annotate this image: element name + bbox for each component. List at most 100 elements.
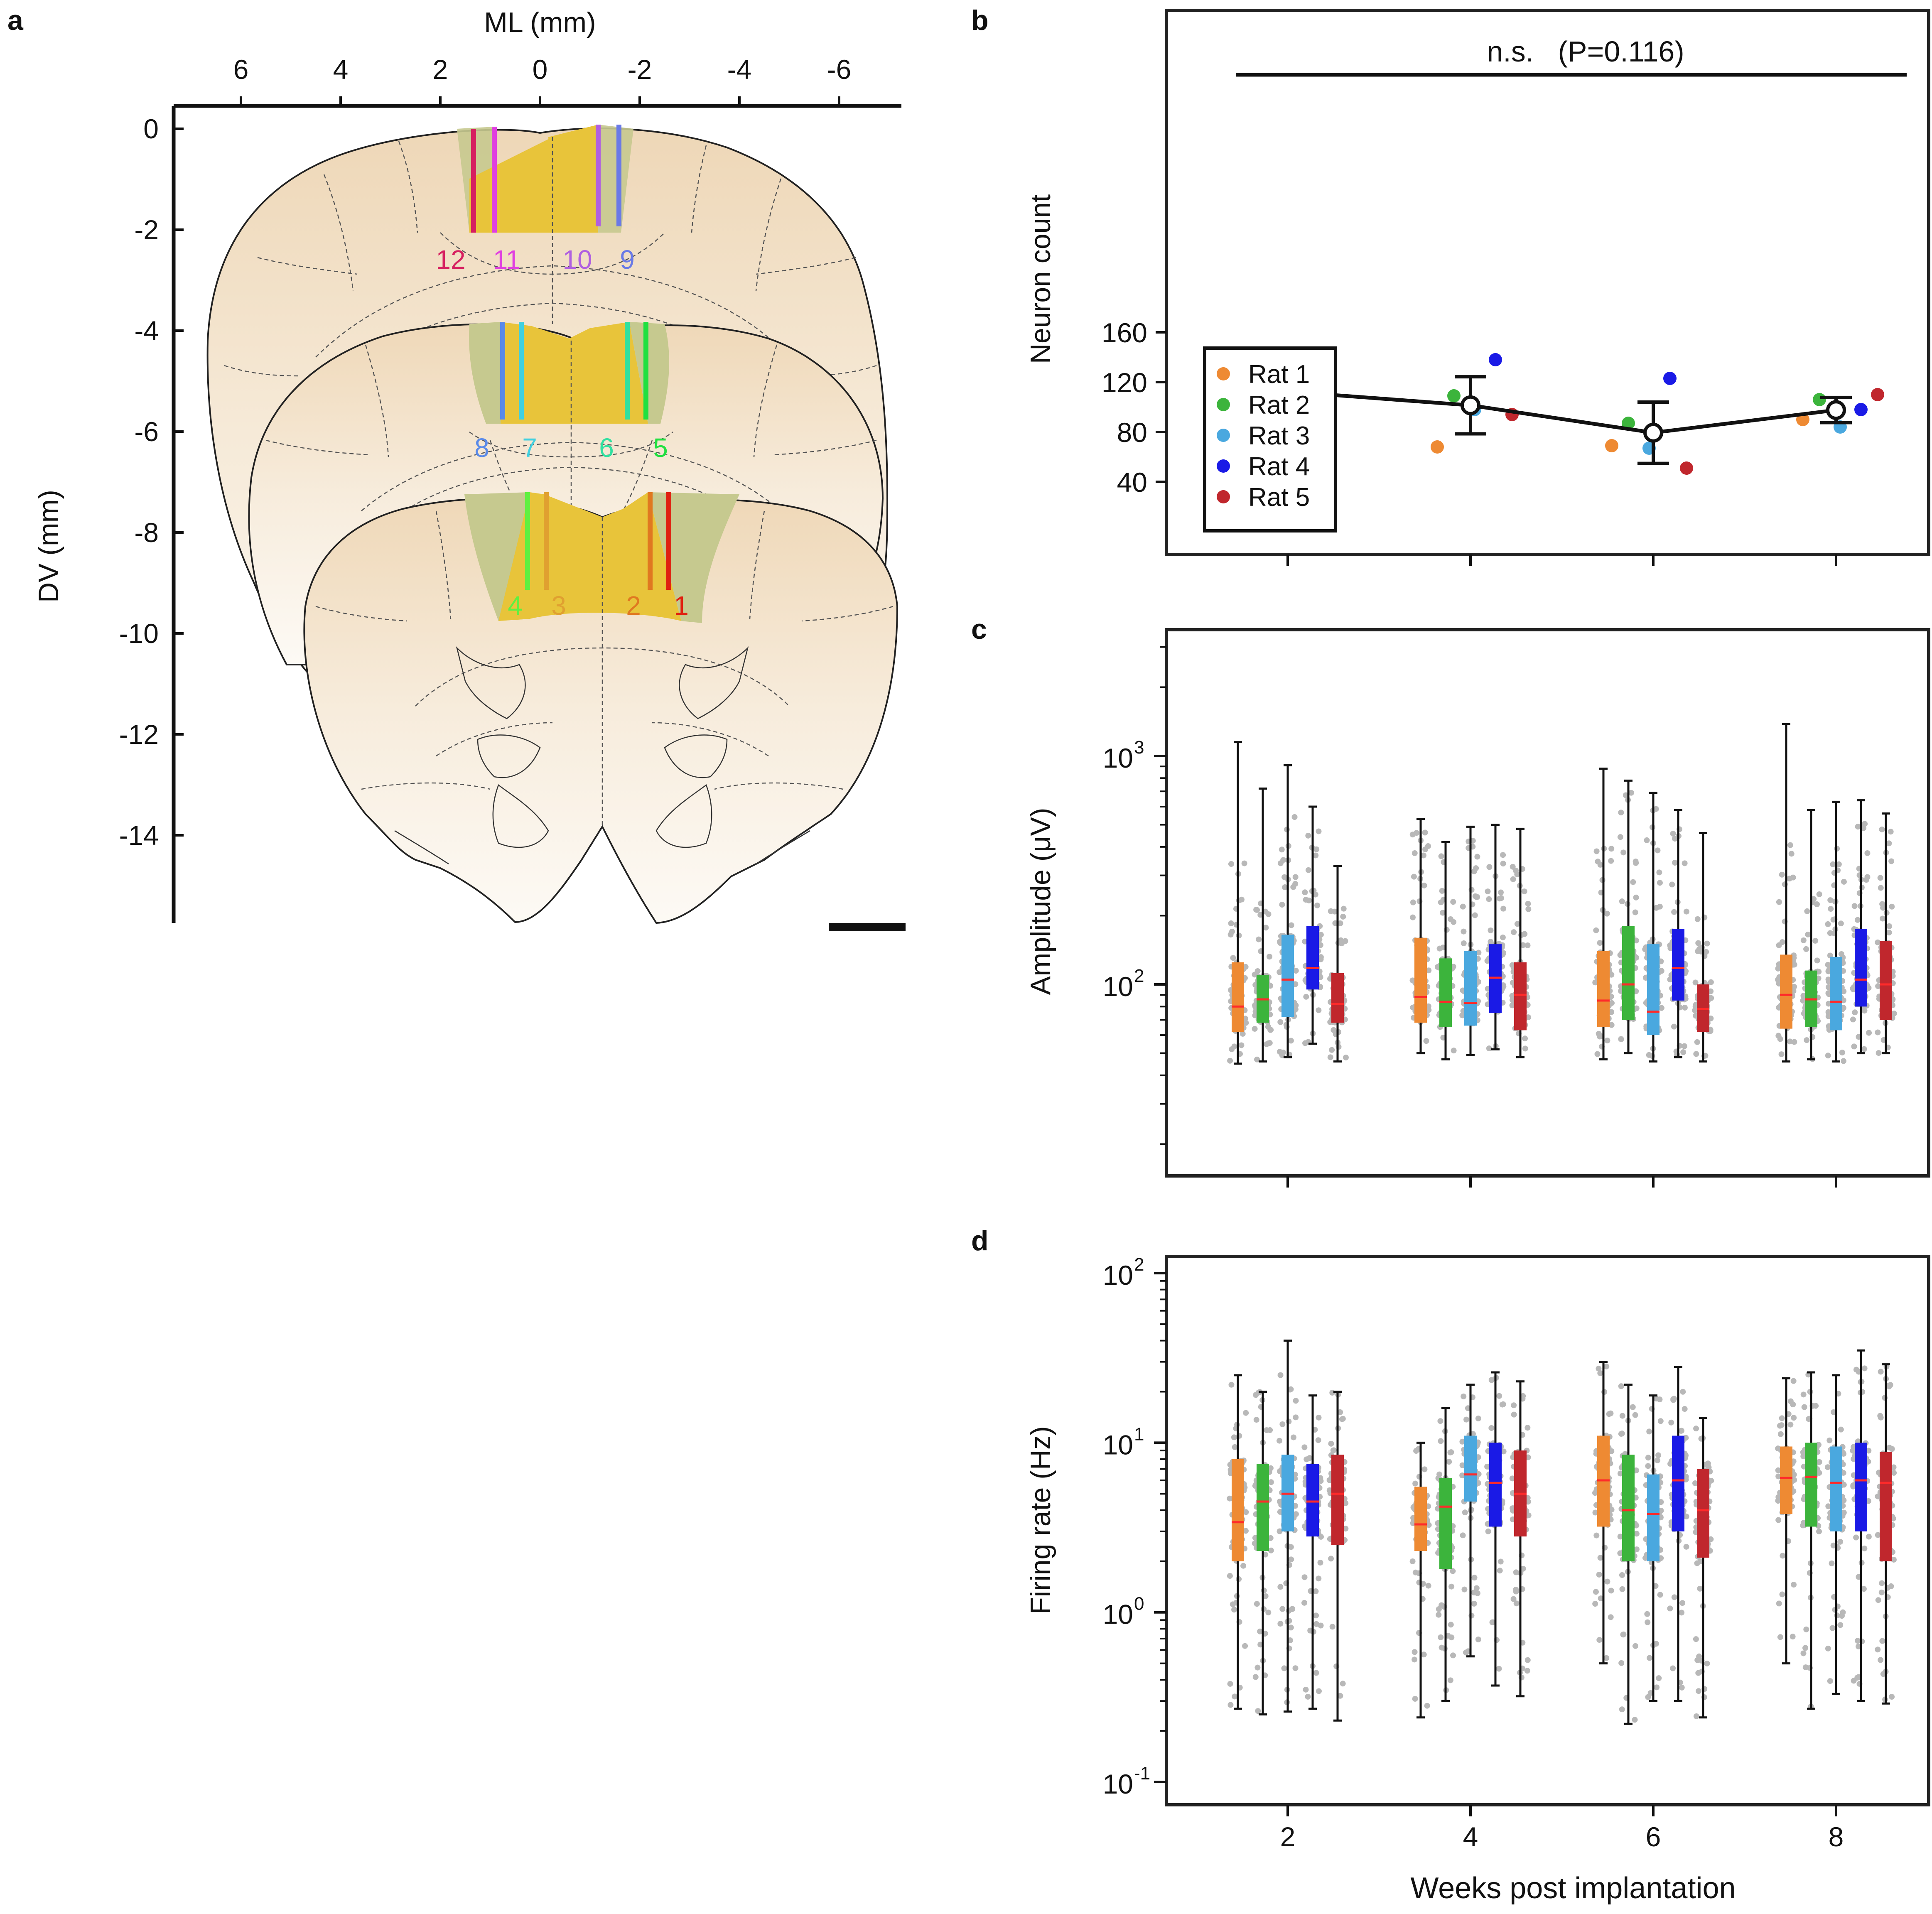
jitter-point (1438, 1634, 1444, 1640)
jitter-point (1289, 1606, 1296, 1612)
jitter-point (1803, 1626, 1809, 1632)
panel-d-ylabel: Firing rate (Hz) (1025, 1426, 1056, 1614)
jitter-point (1787, 1398, 1794, 1404)
jitter-point (1254, 1601, 1260, 1607)
jitter-point (1277, 1372, 1284, 1378)
box-rat-5 (1514, 962, 1527, 1031)
jitter-point (1682, 1004, 1688, 1011)
jitter-point (1603, 1655, 1610, 1661)
panel-b-mean-marker (1461, 395, 1480, 415)
jitter-point (1801, 1404, 1807, 1410)
jitter-point (1486, 896, 1492, 902)
jitter-point (1421, 1466, 1428, 1472)
panel-b-point-rat-4 (1489, 353, 1502, 366)
box-rat-1 (1597, 951, 1610, 1027)
jitter-point (1513, 1588, 1519, 1595)
jitter-point (1338, 937, 1344, 943)
jitter-point (1672, 860, 1678, 866)
jitter-point (1488, 927, 1494, 933)
jitter-point (1594, 1051, 1601, 1057)
jitter-point (1633, 937, 1640, 944)
jitter-point (1608, 1009, 1614, 1015)
jitter-point (1301, 1574, 1308, 1580)
jitter-point (1604, 910, 1610, 917)
jitter-point (1778, 1422, 1785, 1428)
jitter-point (1879, 901, 1885, 907)
jitter-point (1252, 1026, 1258, 1032)
box-rat-4 (1672, 1436, 1684, 1531)
jitter-point (1328, 1440, 1334, 1447)
jitter-point (1232, 1693, 1238, 1700)
jitter-point (1228, 920, 1234, 926)
box-rat-1 (1414, 1487, 1427, 1551)
jitter-point (1683, 1477, 1689, 1483)
jitter-point (1265, 1610, 1272, 1616)
electrode-label-1: 1 (674, 591, 689, 621)
jitter-point (1692, 1007, 1698, 1013)
jitter-point (1816, 1459, 1822, 1465)
jitter-point (1498, 895, 1504, 901)
jitter-point (1851, 1043, 1857, 1050)
jitter-point (1450, 964, 1456, 970)
jitter-point (1653, 1396, 1660, 1402)
jitter-point (1694, 1039, 1700, 1045)
jitter-point (1633, 1546, 1640, 1553)
back-gold-region (469, 137, 552, 233)
jitter-point (1500, 852, 1506, 858)
jitter-point (1410, 899, 1416, 905)
jitter-point (1486, 864, 1493, 870)
jitter-point (1825, 921, 1831, 927)
jitter-point (1886, 840, 1892, 847)
jitter-point (1829, 1560, 1835, 1566)
panel-a-y-tick-label: 0 (143, 113, 159, 144)
legend-label-rat-1: Rat 1 (1248, 360, 1310, 389)
panel-b-ylabel: Neuron count (1025, 194, 1056, 364)
jitter-point (1267, 954, 1273, 960)
jitter-point (1619, 1413, 1625, 1419)
y-tick-label: 10 (1103, 1769, 1133, 1799)
jitter-point (1257, 1628, 1263, 1634)
jitter-point (1683, 1514, 1689, 1520)
jitter-point (1598, 1595, 1604, 1602)
electrode-label-5: 5 (653, 433, 668, 463)
jitter-point (1694, 1560, 1700, 1566)
jitter-point (1593, 848, 1600, 854)
jitter-point (1305, 832, 1311, 839)
panel-c-ylabel: Amplitude (μV) (1025, 807, 1056, 995)
jitter-point (1891, 1470, 1897, 1476)
jitter-point (1292, 1665, 1299, 1671)
jitter-point (1705, 1460, 1711, 1467)
jitter-point (1314, 902, 1321, 908)
jitter-point (1293, 1511, 1299, 1517)
jitter-point (1604, 1578, 1610, 1585)
jitter-point (1337, 1409, 1343, 1415)
jitter-point (1825, 962, 1831, 968)
panel-b-point-rat-1 (1431, 440, 1444, 454)
jitter-point (1411, 874, 1417, 880)
jitter-point (1318, 932, 1324, 938)
panel-a-xlabel: ML (mm) (484, 7, 596, 38)
jitter-point (1254, 1664, 1261, 1671)
panel-a-x-tick-label: 2 (433, 54, 448, 85)
panel-a-x-tick-label: -2 (628, 54, 652, 85)
jitter-point (1243, 1509, 1249, 1515)
jitter-point (1695, 948, 1701, 955)
jitter-point (1618, 1383, 1624, 1389)
jitter-point (1680, 1389, 1686, 1395)
jitter-point (1511, 1402, 1517, 1409)
jitter-point (1281, 1665, 1287, 1671)
panel-b-mean-marker (1826, 400, 1846, 420)
jitter-point (1279, 902, 1285, 908)
jitter-point (1617, 834, 1623, 840)
jitter-point (1692, 1480, 1699, 1486)
panel-d-xlabel: Weeks post implantation (1410, 1872, 1736, 1905)
jitter-point (1497, 889, 1504, 896)
panel-b-point-rat-5 (1871, 388, 1884, 401)
jitter-point (1422, 846, 1429, 852)
jitter-point (1695, 940, 1701, 946)
jitter-point (1608, 846, 1615, 852)
jitter-point (1242, 1528, 1249, 1534)
jitter-point (1277, 1049, 1283, 1055)
jitter-point (1603, 1363, 1610, 1369)
box-rat-4 (1855, 929, 1867, 1007)
